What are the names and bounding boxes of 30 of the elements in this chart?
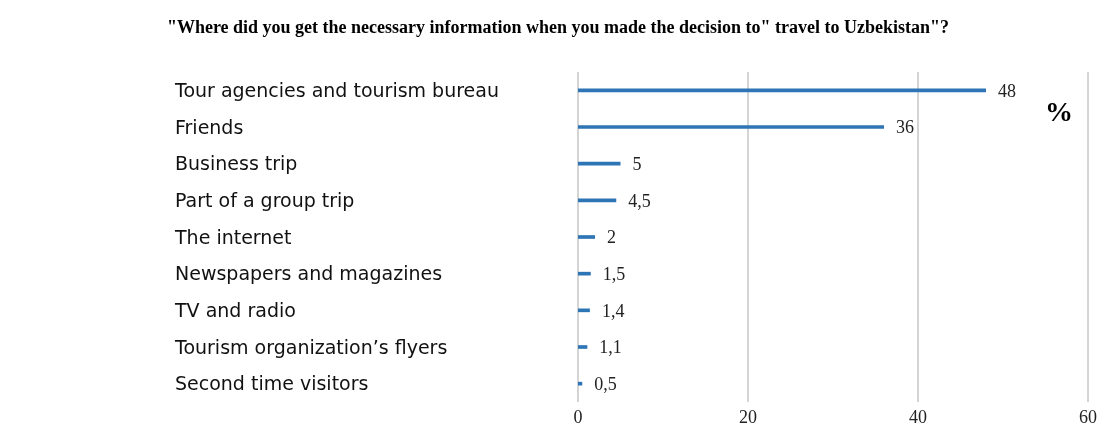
chart-title: "Where did you get the necessary information when you made the decision to" travel to Uzbekistan"? (165, 16, 951, 39)
data-label: 5 (632, 154, 642, 175)
y-tick-label: Business trip (175, 152, 298, 175)
bar (578, 381, 583, 386)
bar (578, 345, 588, 349)
data-label: 48 (998, 80, 1016, 101)
data-label: 1,4 (601, 300, 625, 321)
y-tick-label: Part of a group trip (175, 189, 355, 212)
annotation: % (1045, 96, 1073, 128)
data-label: 1,5 (602, 264, 626, 285)
x-tick-label: 60 (1079, 406, 1097, 427)
data-label: 1,1 (599, 337, 622, 358)
y-tick-label: Newspapers and magazines (175, 262, 443, 285)
y-tick-label: The internet (174, 225, 292, 248)
y-tick-label: TV and radio (174, 299, 296, 322)
data-label: 0,5 (594, 374, 617, 395)
bar (578, 161, 621, 166)
y-tick-label: Second time visitors (175, 372, 369, 395)
data-label: 4,5 (628, 190, 651, 211)
bar (578, 235, 595, 239)
y-tick-label: Tourism organization’s flyers (174, 335, 448, 358)
x-tick-label: 20 (739, 406, 757, 427)
data-label: 2 (607, 227, 616, 248)
y-tick-label: Friends (175, 115, 244, 138)
bar (578, 271, 591, 276)
data-label: 36 (896, 117, 914, 138)
x-tick-label: 0 (573, 406, 583, 427)
x-tick-label: 40 (909, 406, 927, 427)
y-tick-label: Tour agencies and tourism bureau (174, 79, 499, 102)
bar (578, 125, 884, 129)
